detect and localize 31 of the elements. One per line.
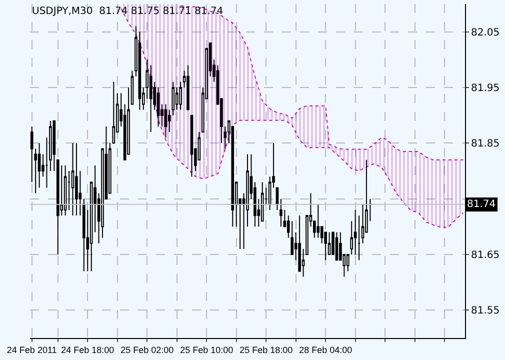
x-tick-label: 25 Feb 10:00 <box>180 344 234 355</box>
y-tick-label: 81.65 <box>471 250 500 261</box>
x-tick-label: 25 Feb 18:00 <box>240 344 293 355</box>
candlestick <box>56 159 60 255</box>
candlestick <box>354 209 357 255</box>
candlestick <box>130 70 134 105</box>
candlestick <box>358 215 360 261</box>
candlestick <box>276 187 279 210</box>
x-tick-label: 28 Feb 04:00 <box>299 344 352 355</box>
chart-title: USDJPY,M30 81.74 81.75 81.71 81.74 <box>32 6 224 17</box>
candlestick <box>280 198 282 228</box>
candlestick <box>45 137 48 188</box>
x-tick-label: 24 Feb 2011 <box>6 344 57 355</box>
y-tick-label: 82.05 <box>471 27 500 38</box>
candlestick <box>82 198 86 272</box>
candlestick <box>335 232 338 261</box>
ref-line-label: 81.74 <box>467 199 496 210</box>
y-tick-label: 81.85 <box>471 138 500 150</box>
candlestick <box>71 142 74 216</box>
candlestick <box>186 64 190 110</box>
candlestick <box>164 104 168 138</box>
x-tick-label: 24 Feb 18:00 <box>61 344 114 355</box>
candlestick <box>179 81 182 110</box>
y-tick-label: 81.55 <box>471 306 500 317</box>
candlestick <box>49 120 52 172</box>
candlestick <box>75 142 78 216</box>
y-tick-label: 81.95 <box>471 83 500 94</box>
x-tick-label: 25 Feb 02:00 <box>120 344 174 355</box>
candlestick <box>52 120 56 172</box>
candlestick <box>190 114 194 178</box>
candlestick <box>64 164 67 216</box>
